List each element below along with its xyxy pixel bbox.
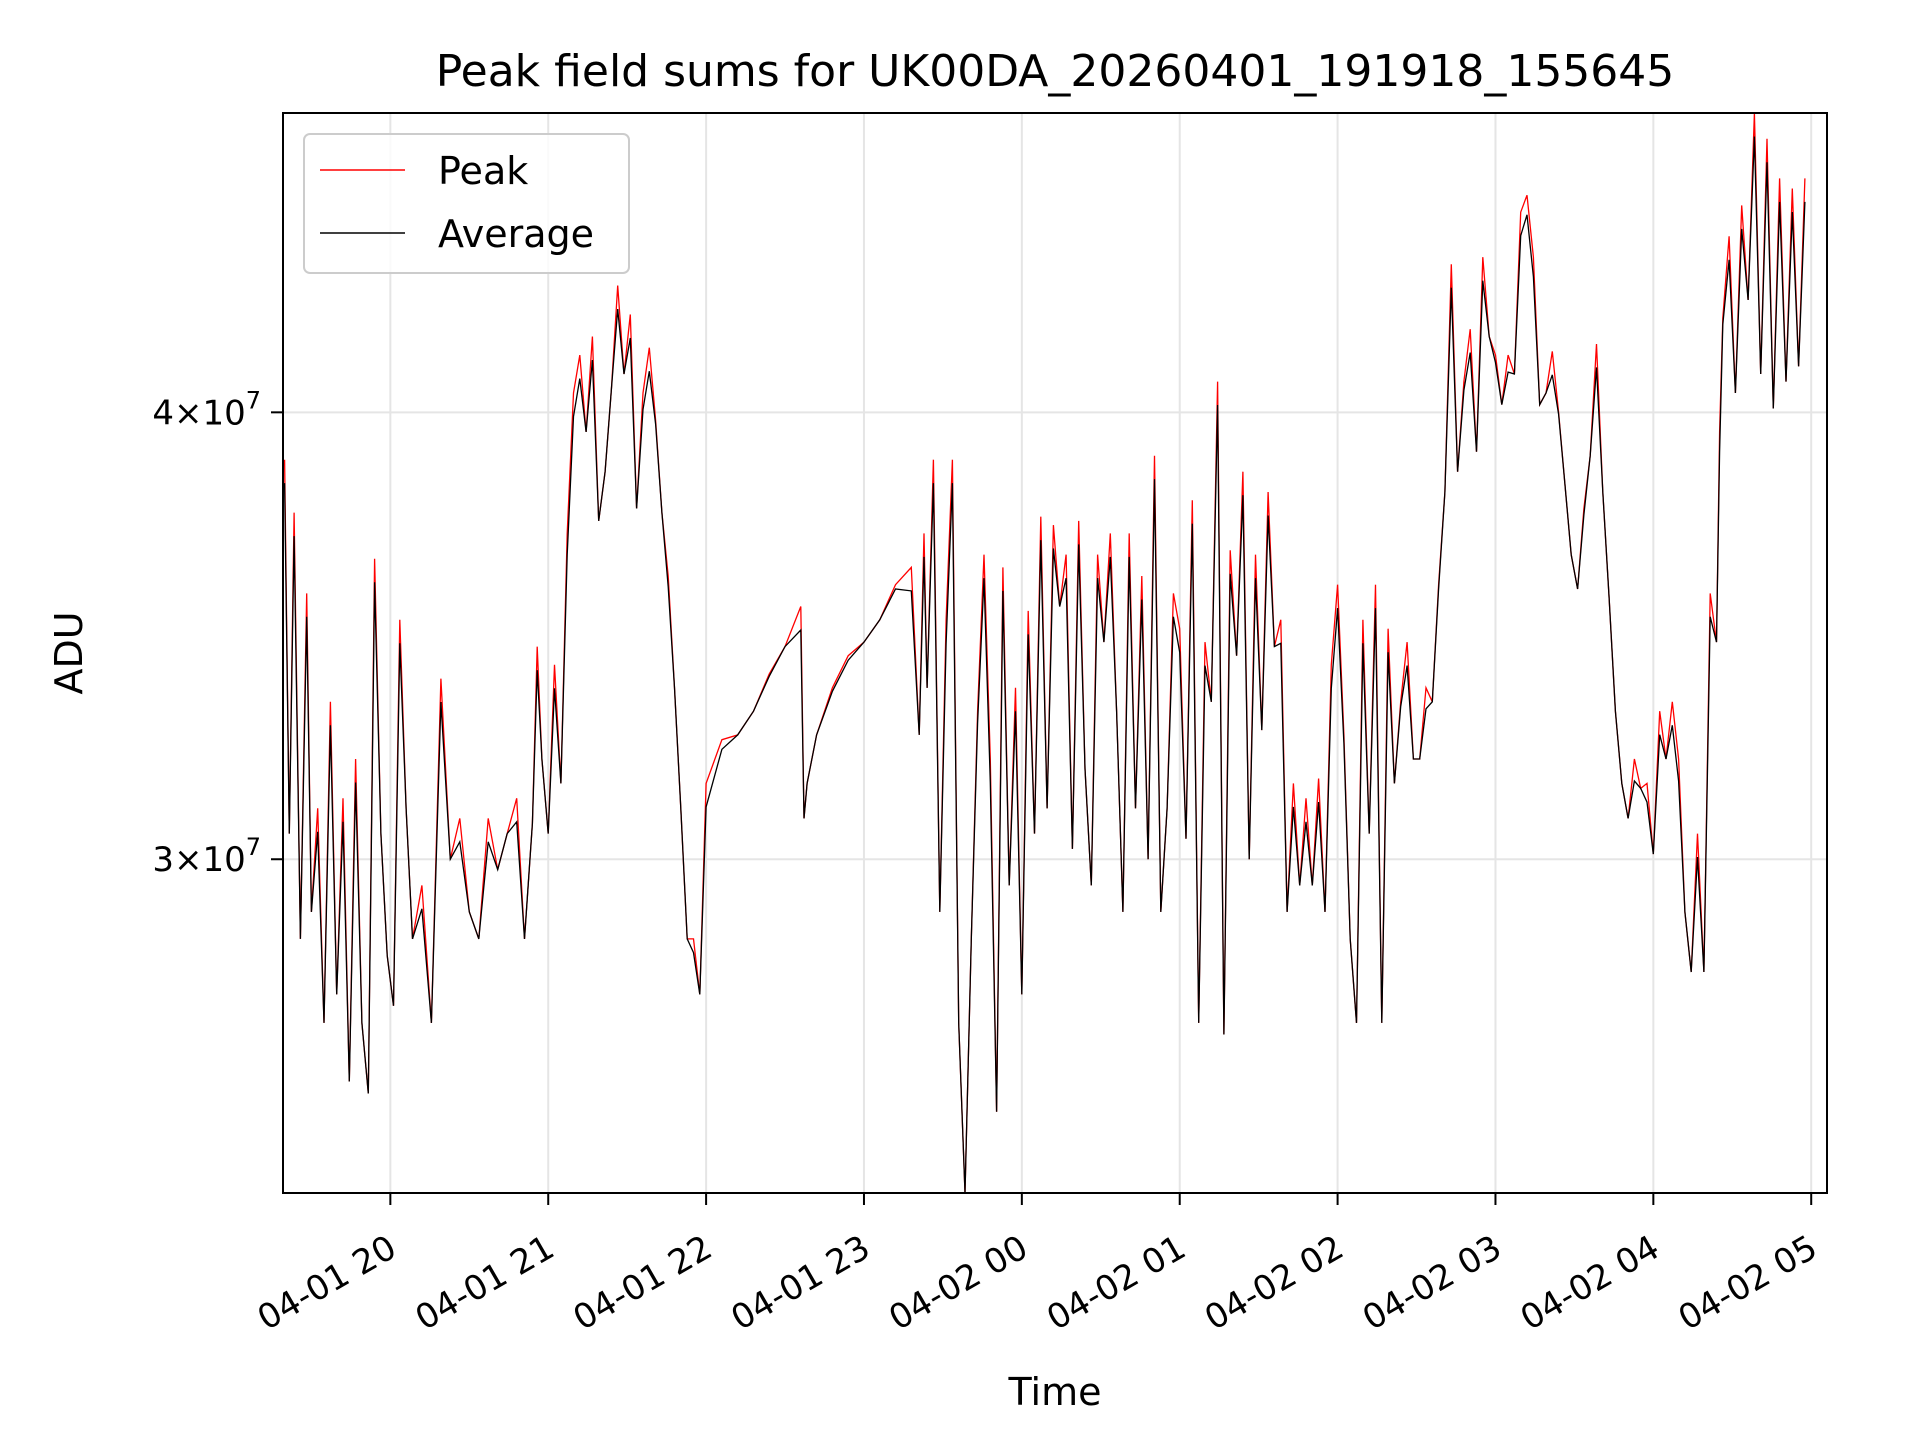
x-tick-label: 04-02 03 xyxy=(1356,1228,1508,1339)
x-axis-label: Time xyxy=(1008,1370,1102,1414)
legend-label-peak: Peak xyxy=(438,149,528,193)
x-tick-label: 04-02 04 xyxy=(1514,1228,1666,1339)
plot-frame xyxy=(282,112,1828,1194)
x-tick-label: 04-02 02 xyxy=(1198,1228,1350,1339)
x-tick-label: 04-02 01 xyxy=(1040,1228,1192,1339)
legend: Peak Average xyxy=(303,133,630,274)
x-tick-label: 04-02 05 xyxy=(1672,1228,1824,1339)
y-tick-label: 4×107 xyxy=(152,386,261,433)
y-tick-label: 3×107 xyxy=(152,833,261,880)
x-tick-label: 04-01 23 xyxy=(724,1228,876,1339)
chart-title: Peak field sums for UK00DA_20260401_1919… xyxy=(436,46,1675,97)
legend-box xyxy=(303,133,630,274)
y-axis-label: ADU xyxy=(47,611,91,694)
grid-lines xyxy=(283,113,1827,1193)
x-tick-label: 04-02 00 xyxy=(882,1228,1034,1339)
series-layer xyxy=(283,112,1806,1194)
x-tick-label: 04-01 21 xyxy=(409,1228,561,1339)
x-tick-label: 04-01 20 xyxy=(251,1228,403,1339)
legend-label-average: Average xyxy=(438,212,594,256)
series-line-average xyxy=(283,136,1806,1194)
x-axis-ticks: 04-01 20 04-01 21 04-01 22 04-01 23 04-02 00… xyxy=(251,1193,1824,1339)
series-line-peak xyxy=(283,112,1806,1194)
x-tick-label: 04-01 22 xyxy=(567,1228,719,1339)
y-axis-ticks: 3×107 4×107 xyxy=(152,386,283,880)
